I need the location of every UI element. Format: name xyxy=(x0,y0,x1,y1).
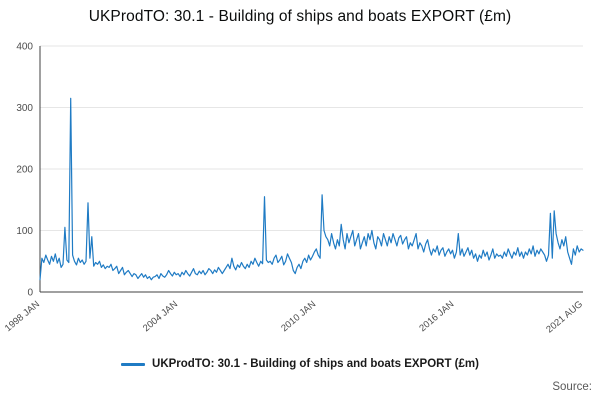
y-axis-tick-label: 300 xyxy=(16,103,33,114)
legend-label: UKProdTO: 30.1 - Building of ships and b… xyxy=(152,358,479,370)
legend-line-marker xyxy=(121,362,146,366)
y-axis-tick-label: 400 xyxy=(16,42,33,53)
data-line-series xyxy=(39,97,584,281)
y-axis-tick-label: 0 xyxy=(27,288,33,299)
chart-title: UKProdTO: 30.1 - Building of ships and b… xyxy=(88,8,512,25)
x-axis-tick-label: 2010 JAN xyxy=(279,299,318,334)
x-axis-tick-label: 1998 JAN xyxy=(3,299,42,334)
source-label: Source: xyxy=(552,381,592,393)
y-axis-tick-label: 200 xyxy=(16,165,33,176)
x-axis-tick-label: 2016 JAN xyxy=(417,299,456,334)
legend: UKProdTO: 30.1 - Building of ships and b… xyxy=(0,358,600,370)
x-axis-tick-label: 2004 JAN xyxy=(141,299,180,334)
y-axis-tick-label: 100 xyxy=(16,226,33,237)
x-axis-tick-label: 2021 AUG xyxy=(544,299,585,336)
line-chart: 0 100 200 300 400 1998 JAN 2004 JAN 2010 JAN 201… xyxy=(3,42,585,336)
